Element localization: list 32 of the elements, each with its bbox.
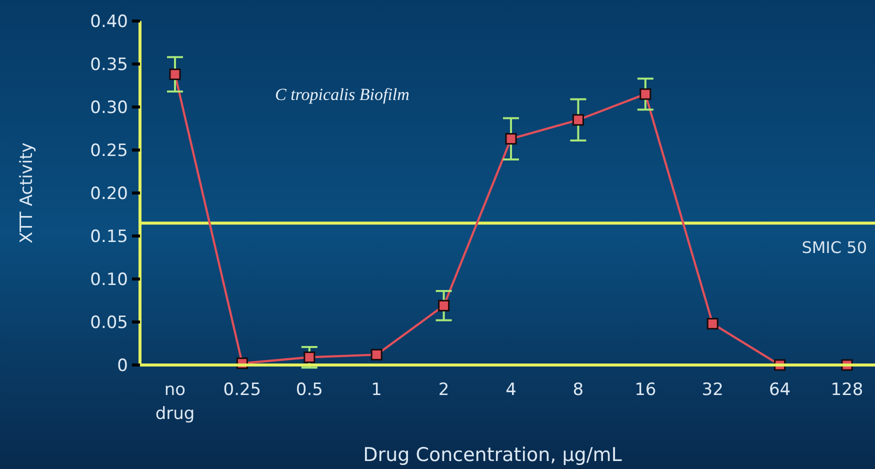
- x-tick-label: no drug: [155, 380, 195, 424]
- point: [304, 352, 316, 364]
- x-tick-label: 128: [830, 380, 864, 400]
- point: [572, 114, 584, 126]
- x-tick-label: 64: [768, 380, 791, 400]
- x-tick-label: 0.25: [223, 380, 262, 400]
- y-tick-label: 0.35: [90, 54, 128, 75]
- point: [640, 88, 652, 100]
- x-tick-label: 2: [438, 380, 450, 400]
- y-tick-label: 0.10: [90, 270, 128, 290]
- y-tick-label: 0: [117, 356, 128, 376]
- text: C tropicalis Biofilm: [275, 85, 410, 104]
- y-tick-label: 0.05: [90, 312, 128, 333]
- x-tick-label: 4: [506, 380, 516, 400]
- point: [169, 68, 181, 80]
- y-tick-label: 0.15: [90, 226, 128, 247]
- y-tick-label: 0.40: [90, 12, 128, 32]
- y-axis-title: XTT Activity: [17, 142, 37, 244]
- x-tick-label: 16: [634, 380, 656, 400]
- x-tick-label: 1: [371, 380, 382, 400]
- ref-line-label: SMIC 50: [802, 238, 867, 258]
- y-tick-label: 0.30: [90, 98, 128, 118]
- point: [706, 318, 718, 330]
- x-axis-title: Drug Concentration, µg/mL: [363, 444, 622, 466]
- point: [438, 300, 450, 312]
- x-tick-label: 8: [572, 380, 584, 400]
- x-tick-label: 0.5: [296, 380, 323, 400]
- y-tick-label: 0.25: [90, 140, 128, 161]
- y-tick-label: 0.20: [90, 184, 128, 204]
- x-tick-label: 32: [702, 380, 724, 400]
- point: [370, 348, 382, 360]
- point: [505, 133, 517, 145]
